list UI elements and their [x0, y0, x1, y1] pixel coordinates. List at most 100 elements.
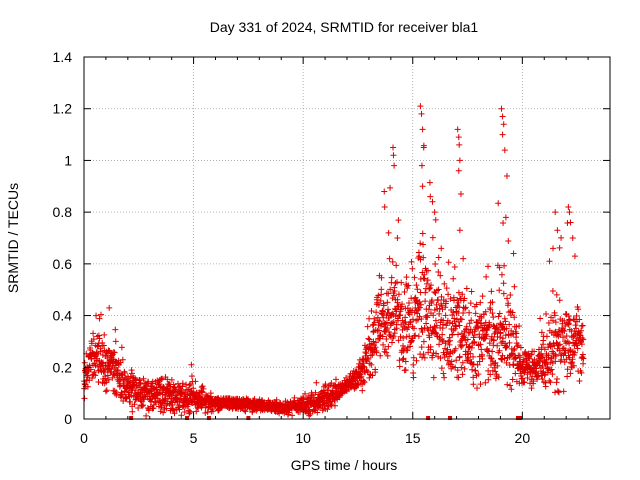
data-point [477, 381, 484, 388]
data-point [291, 394, 298, 401]
data-point [402, 358, 409, 365]
data-point [478, 314, 485, 321]
data-point [501, 355, 508, 362]
data-point [132, 396, 139, 403]
data-point [85, 367, 92, 374]
data-point [496, 310, 503, 317]
data-point [510, 347, 517, 354]
data-point [393, 325, 400, 332]
data-point [541, 372, 548, 379]
data-point [503, 325, 510, 332]
data-point [123, 395, 130, 402]
x-axis-label: GPS time / hours [291, 457, 398, 473]
data-point [567, 317, 574, 324]
data-point [343, 374, 350, 381]
data-point [96, 335, 103, 342]
data-point [553, 291, 560, 298]
data-point [458, 343, 465, 350]
data-point [503, 344, 510, 351]
data-point [468, 317, 475, 324]
data-point [535, 370, 542, 377]
data-point [387, 184, 394, 191]
data-point [433, 322, 440, 329]
data-point [497, 320, 504, 327]
y-tick-label: 1.4 [53, 49, 73, 65]
data-point [555, 342, 562, 349]
data-point-spike [394, 235, 401, 241]
data-point [105, 376, 112, 383]
data-point [463, 285, 470, 292]
data-point [103, 387, 110, 394]
data-point [551, 312, 558, 319]
data-point [576, 378, 583, 385]
data-point [471, 338, 478, 345]
data-point [490, 337, 497, 344]
data-point [342, 387, 349, 394]
data-point [371, 319, 378, 326]
data-point [366, 374, 373, 381]
data-point-spike [385, 229, 392, 236]
data-point [384, 352, 391, 359]
data-point-spike [418, 110, 425, 117]
data-point [511, 314, 518, 321]
data-point [546, 377, 553, 384]
data-point-spike [381, 203, 388, 210]
data-point [114, 367, 121, 374]
data-point [373, 349, 380, 356]
data-point [385, 306, 392, 313]
data-point [487, 371, 494, 378]
data-point [379, 333, 386, 340]
data-point [378, 274, 385, 281]
data-point [415, 333, 422, 340]
data-point [302, 390, 309, 397]
data-point [383, 335, 390, 342]
data-point [537, 315, 544, 322]
y-tick-label: 0.4 [53, 308, 73, 324]
data-point [135, 405, 142, 412]
data-point [368, 361, 375, 368]
data-point [555, 389, 562, 396]
data-point [89, 375, 96, 382]
data-point [575, 306, 582, 313]
data-point [538, 329, 545, 336]
data-point [366, 315, 373, 322]
data-point [95, 379, 102, 386]
data-point-spike [569, 235, 576, 241]
data-point [548, 314, 555, 321]
data-point [96, 315, 103, 322]
data-point-spike [419, 183, 426, 190]
data-point [391, 288, 398, 295]
data-point [441, 280, 448, 287]
data-point [489, 299, 496, 306]
data-point [95, 332, 102, 339]
data-point [451, 297, 458, 304]
data-point [454, 367, 461, 374]
data-point [332, 376, 339, 383]
data-point [449, 312, 456, 319]
data-point [312, 389, 319, 396]
data-point [479, 355, 486, 362]
data-point [210, 408, 217, 415]
data-point [395, 217, 402, 224]
data-point [438, 365, 445, 372]
data-point [504, 295, 511, 302]
data-point-spike [112, 338, 119, 345]
data-point [416, 304, 423, 311]
data-point [140, 402, 147, 409]
x-tick-label: 10 [295, 430, 311, 446]
data-point [410, 374, 417, 381]
data-point [101, 331, 108, 338]
data-point [409, 265, 416, 272]
data-point [100, 342, 107, 349]
data-point [204, 409, 211, 416]
data-point [104, 372, 111, 379]
data-point-spike [390, 152, 397, 159]
data-point-spike [550, 245, 557, 252]
data-point [388, 274, 395, 281]
data-point [319, 407, 326, 414]
data-point [580, 336, 587, 343]
x-tick-label: 0 [80, 430, 88, 446]
data-point [84, 372, 91, 379]
data-point [564, 366, 571, 373]
data-point [377, 297, 384, 304]
